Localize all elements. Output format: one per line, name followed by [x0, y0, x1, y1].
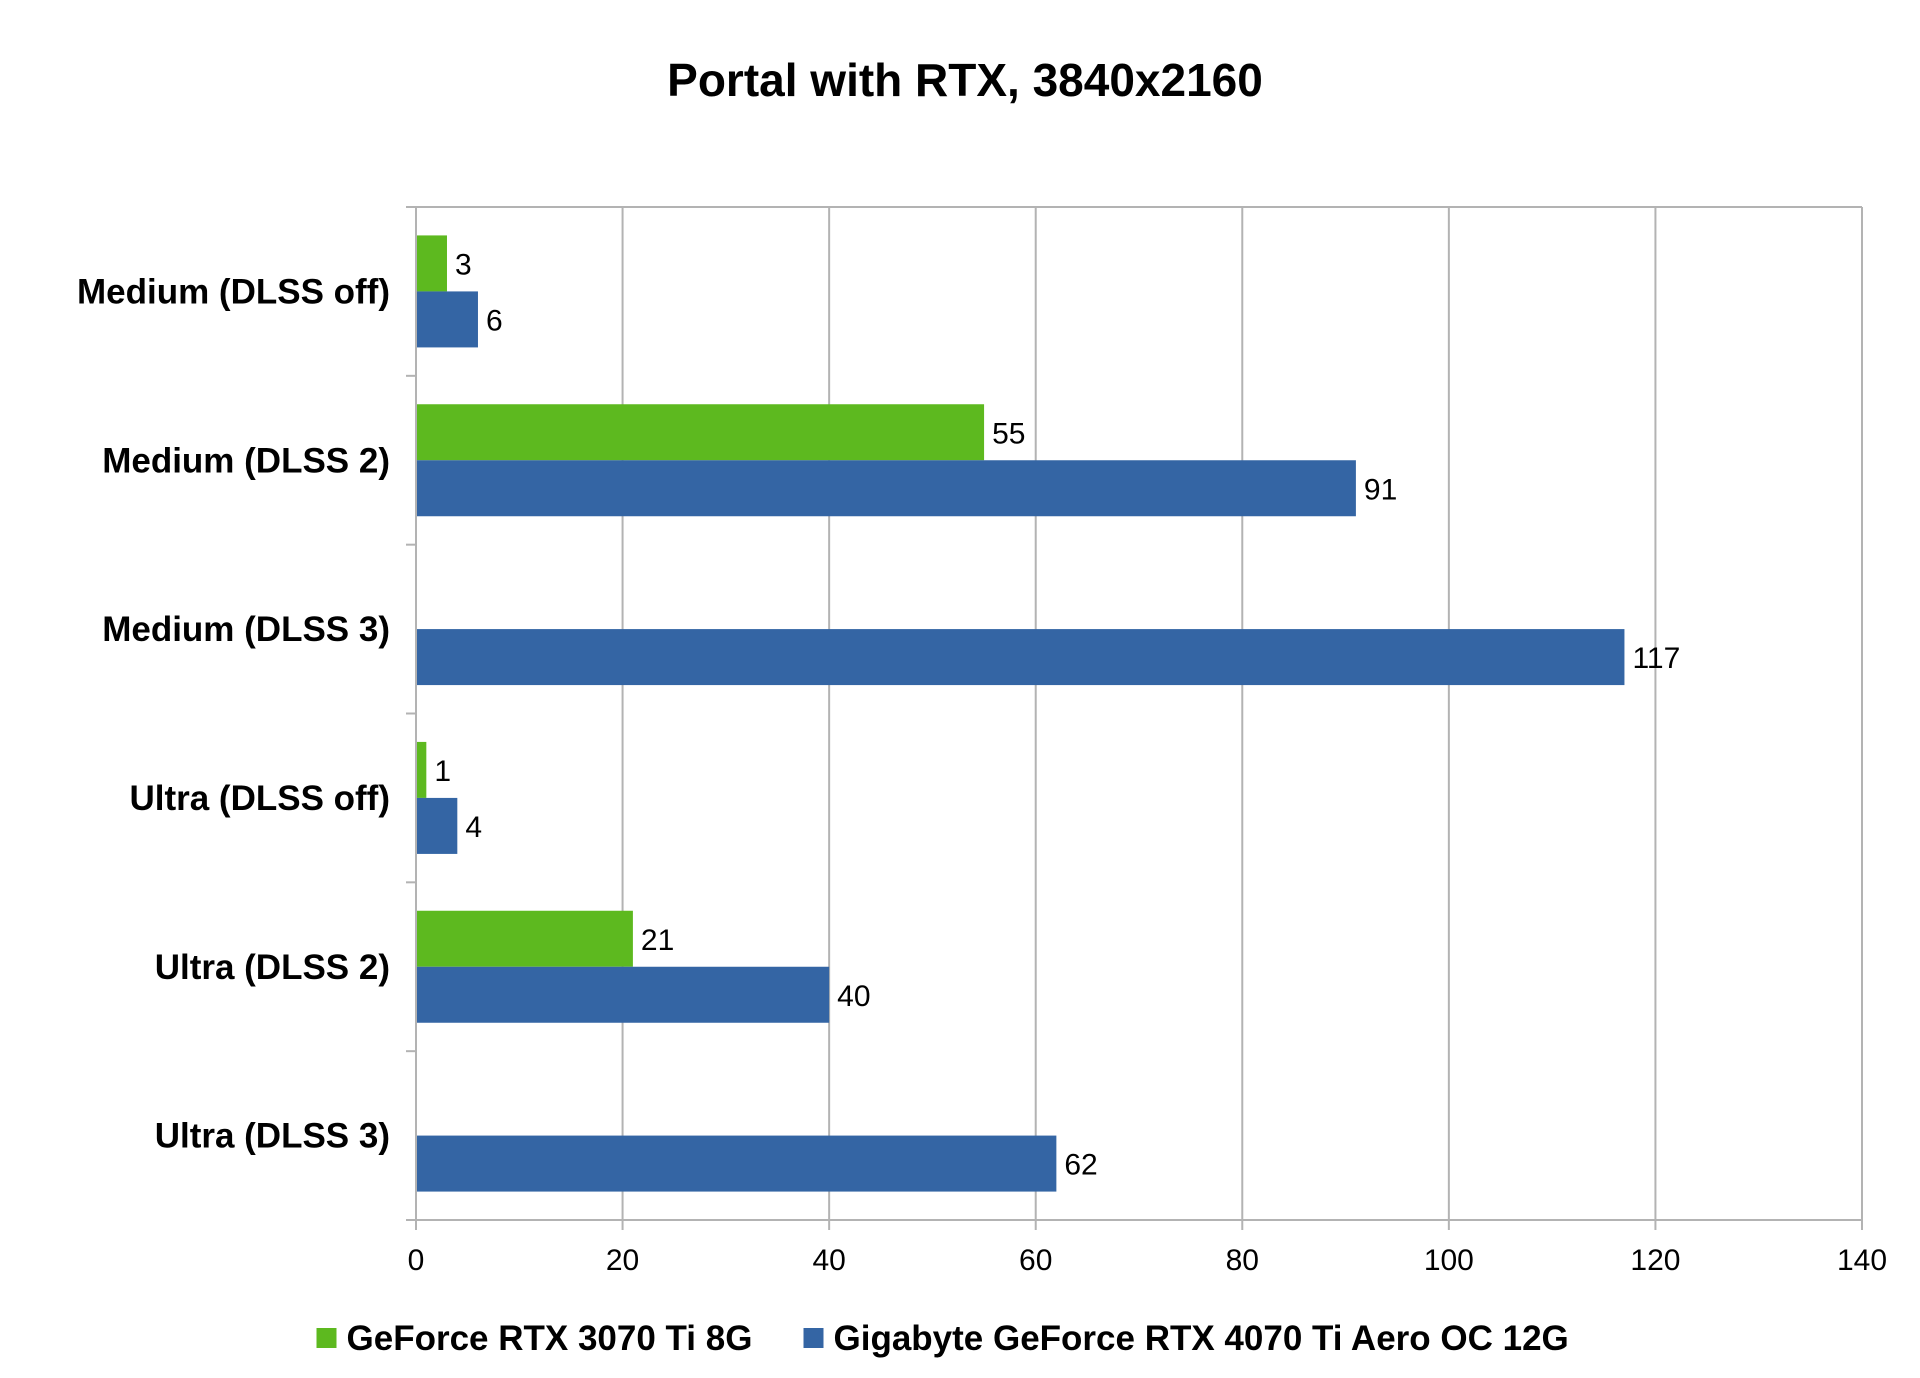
- data-label: 40: [837, 980, 870, 1013]
- bar: [416, 629, 1625, 686]
- category-label: Ultra (DLSS off): [129, 779, 390, 818]
- legend: GeForce RTX 3070 Ti 8G Gigabyte GeForce R…: [316, 1319, 1569, 1358]
- data-label: 1: [434, 755, 451, 788]
- x-tick-label: 60: [1019, 1244, 1052, 1277]
- category-label: Medium (DLSS off): [77, 272, 390, 311]
- x-tick-label: 140: [1837, 1244, 1887, 1277]
- legend-swatch: [803, 1328, 824, 1348]
- category-label: Ultra (DLSS 2): [155, 948, 390, 987]
- bar: [416, 741, 427, 798]
- x-tick-label: 80: [1226, 1244, 1259, 1277]
- data-label: 55: [992, 417, 1025, 450]
- grid: [621, 207, 1863, 1220]
- x-tick-label: 120: [1630, 1244, 1680, 1277]
- bar: [416, 910, 633, 967]
- bar: [416, 291, 478, 348]
- data-label: 117: [1632, 642, 1680, 675]
- bar: [416, 460, 1356, 517]
- bar: [416, 404, 985, 461]
- legend-swatch: [316, 1328, 337, 1348]
- bar: [416, 966, 830, 1023]
- x-tick-label: 40: [812, 1244, 845, 1277]
- bar: [416, 797, 458, 854]
- category-label: Medium (DLSS 2): [102, 441, 390, 480]
- data-label: 21: [641, 924, 674, 957]
- x-tick-label: 100: [1424, 1244, 1474, 1277]
- x-tick-label: 0: [408, 1244, 425, 1277]
- legend-label: GeForce RTX 3070 Ti 8G: [347, 1319, 753, 1358]
- category-label: Ultra (DLSS 3): [155, 1117, 390, 1156]
- axes: [406, 206, 1863, 1230]
- data-label: 4: [465, 811, 482, 844]
- bars: [416, 235, 1625, 1192]
- data-label: 3: [455, 248, 472, 281]
- legend-label: Gigabyte GeForce RTX 4070 Ti Aero OC 12G: [834, 1319, 1569, 1358]
- data-label: 6: [486, 304, 503, 337]
- x-tick-label: 20: [606, 1244, 639, 1277]
- data-label: 91: [1364, 473, 1397, 506]
- data-label: 62: [1064, 1149, 1097, 1182]
- category-label: Medium (DLSS 3): [102, 610, 390, 649]
- chart-title: Portal with RTX, 3840x2160: [667, 54, 1263, 106]
- bar: [416, 1135, 1057, 1192]
- bar: [416, 235, 447, 292]
